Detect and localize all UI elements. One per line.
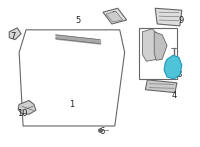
Polygon shape: [106, 11, 123, 22]
Text: 5: 5: [76, 16, 81, 25]
Text: 9: 9: [178, 16, 183, 25]
Polygon shape: [164, 55, 182, 79]
Text: 7: 7: [11, 31, 16, 41]
Text: 8: 8: [176, 70, 182, 79]
Text: 6: 6: [99, 127, 105, 136]
Text: 1: 1: [69, 100, 74, 109]
Polygon shape: [154, 32, 167, 60]
Text: 10: 10: [17, 109, 27, 118]
Text: 3: 3: [165, 65, 171, 74]
Bar: [139, 28, 177, 79]
Polygon shape: [145, 80, 177, 93]
Polygon shape: [103, 8, 127, 24]
Text: 2: 2: [111, 11, 116, 20]
Polygon shape: [142, 29, 161, 61]
Polygon shape: [9, 28, 21, 40]
Polygon shape: [155, 8, 182, 26]
Text: 4: 4: [171, 91, 177, 100]
Polygon shape: [18, 101, 36, 114]
